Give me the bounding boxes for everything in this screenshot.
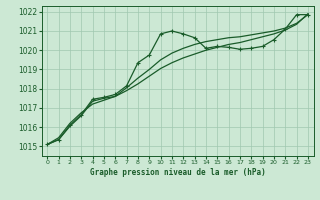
X-axis label: Graphe pression niveau de la mer (hPa): Graphe pression niveau de la mer (hPa)	[90, 168, 266, 177]
